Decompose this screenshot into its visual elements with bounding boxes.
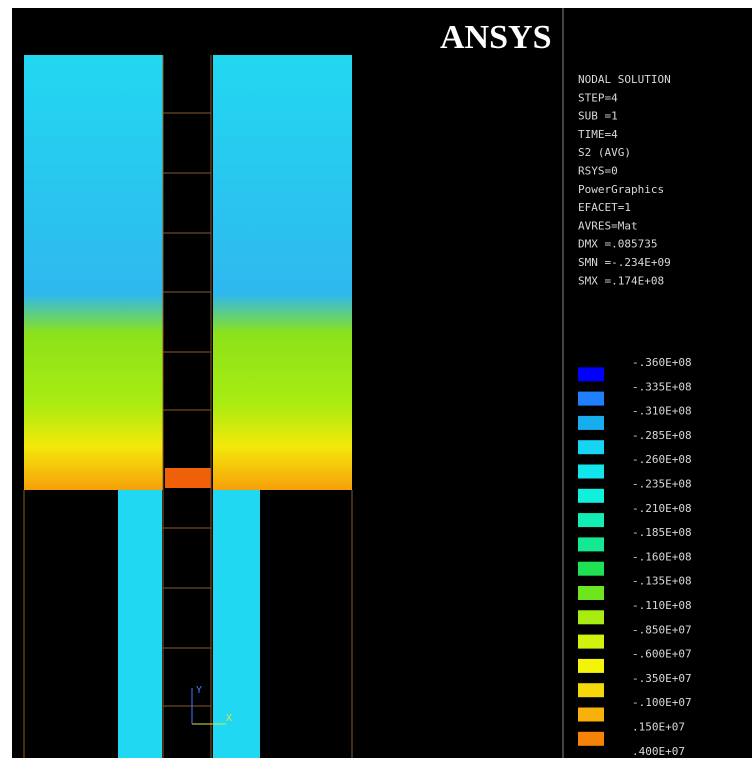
info-line: SMN =-.234E+09	[578, 256, 671, 269]
lower-right-column	[213, 490, 260, 758]
legend-swatch	[578, 561, 604, 576]
info-line: NODAL SOLUTION	[578, 73, 671, 86]
info-line: SMX =.174E+08	[578, 274, 664, 287]
legend-swatch	[578, 537, 604, 552]
upper-left-region	[24, 55, 163, 490]
legend-swatch	[578, 586, 604, 600]
legend-swatch	[578, 634, 604, 649]
lower-left-column	[118, 490, 162, 758]
info-line: S2 (AVG)	[578, 146, 631, 159]
legend-level: -.360E+08	[632, 356, 692, 369]
upper-right-region	[213, 55, 352, 490]
legend-level: -.100E+07	[632, 696, 692, 709]
legend-level: -.350E+07	[632, 672, 692, 685]
legend-swatch	[578, 488, 604, 503]
logo: ANSYS	[440, 19, 551, 56]
legend-swatch	[578, 731, 604, 746]
info-line: PowerGraphics	[578, 183, 664, 196]
legend-level: -.600E+07	[632, 648, 692, 661]
info-line: TIME=4	[578, 128, 618, 141]
info-line: RSYS=0	[578, 165, 618, 178]
info-line: EFACET=1	[578, 201, 631, 214]
gap-strip	[165, 468, 211, 488]
legend-swatch	[578, 464, 604, 479]
legend-level: -.135E+08	[632, 575, 692, 588]
triad-x: X	[226, 713, 232, 724]
legend-level: -.310E+08	[632, 405, 692, 418]
legend-level: .400E+07	[632, 745, 685, 758]
legend-swatch	[578, 367, 604, 382]
legend-level: -.210E+08	[632, 502, 692, 515]
legend-level: -.335E+08	[632, 380, 692, 393]
legend-level: -.185E+08	[632, 526, 692, 539]
legend-level: -.850E+07	[632, 623, 692, 636]
legend-swatch	[578, 707, 604, 722]
legend-swatch	[578, 683, 604, 698]
info-line: STEP=4	[578, 91, 618, 104]
info-line: DMX =.085735	[578, 238, 657, 251]
legend-level: -.260E+08	[632, 453, 692, 466]
legend-level: -.110E+08	[632, 599, 692, 612]
legend-level: -.160E+08	[632, 550, 692, 563]
legend-swatch	[578, 658, 604, 673]
legend-swatch	[578, 415, 604, 430]
legend-level: -.235E+08	[632, 478, 692, 491]
legend-swatch	[578, 391, 604, 406]
legend-swatch	[578, 440, 604, 455]
triad-y: Y	[196, 685, 202, 696]
mesh-lines	[23, 55, 353, 758]
legend-swatch	[578, 610, 604, 625]
legend-level: .150E+07	[632, 721, 685, 734]
legend-swatch	[578, 513, 604, 528]
info-line: AVRES=Mat	[578, 219, 638, 232]
info-line: SUB =1	[578, 110, 618, 123]
legend-level: -.285E+08	[632, 429, 692, 442]
